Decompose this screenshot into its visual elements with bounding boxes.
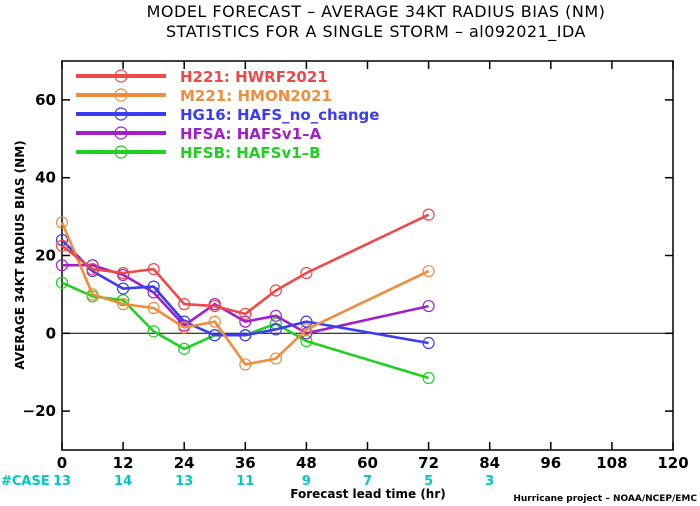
data-point <box>178 298 191 311</box>
data-point <box>269 352 282 365</box>
legend-label: HG16: HAFS_no_change <box>180 106 379 124</box>
chart-title-line2: STATISTICS FOR A SINGLE STORM – al092021… <box>166 22 586 42</box>
data-point <box>208 299 221 313</box>
y-tick-label: −20 <box>23 402 56 420</box>
data-point <box>55 233 69 247</box>
x-tick-label: 36 <box>235 454 256 472</box>
legend-label: HFSA: HAFSv1–A <box>180 125 322 143</box>
data-point <box>269 284 282 297</box>
data-point <box>178 342 191 355</box>
legend-label: H221: HWRF2021 <box>180 68 328 86</box>
credit-text: Hurricane project – NOAA/NCEP/EMC <box>513 494 697 504</box>
legend-label: M221: HMON2021 <box>180 87 332 105</box>
data-point <box>86 288 99 301</box>
x-tick-label: 60 <box>357 454 378 472</box>
legend-marker <box>114 126 128 140</box>
case-count: 13 <box>53 474 71 489</box>
data-point <box>208 315 221 328</box>
data-point <box>55 259 69 272</box>
x-axis-label: Forecast lead time (hr) <box>290 487 446 501</box>
data-point <box>55 216 69 229</box>
chart-title-line1: MODEL FORECAST – AVERAGE 34KT RADIUS BIA… <box>147 2 606 21</box>
case-count: 14 <box>114 474 132 489</box>
case-count: 9 <box>302 474 311 489</box>
x-tick-label: 84 <box>479 454 500 472</box>
legend-label: HFSB: HAFSv1–B <box>180 144 321 162</box>
y-axis-label: AVERAGE 34KT RADIUS BIAS (NM) <box>13 140 27 369</box>
y-tick-label: 20 <box>35 247 56 265</box>
y-tick-label: 0 <box>46 324 56 342</box>
legend-marker <box>114 107 128 121</box>
data-point <box>239 307 252 320</box>
data-point <box>208 329 221 342</box>
legend-marker <box>114 69 128 83</box>
data-point <box>239 315 252 328</box>
x-tick-label: 120 <box>657 454 688 472</box>
series-line <box>61 238 429 345</box>
x-tick-label: 96 <box>540 454 561 472</box>
y-tick-label: 40 <box>35 169 56 187</box>
data-point <box>147 325 160 338</box>
data-point <box>422 264 435 278</box>
data-point <box>300 315 313 328</box>
series-line <box>60 221 430 366</box>
series-line <box>61 213 430 316</box>
data-point <box>300 266 313 280</box>
x-tick-label: 108 <box>596 454 627 472</box>
data-point <box>422 336 435 350</box>
data-point <box>422 371 435 385</box>
case-count: 7 <box>363 474 372 489</box>
data-point <box>116 298 130 311</box>
data-point <box>147 301 160 315</box>
data-point <box>116 282 130 295</box>
x-tick-label: 0 <box>57 454 67 472</box>
case-count: 11 <box>236 474 254 489</box>
data-point <box>86 263 99 276</box>
y-tick-label: 60 <box>35 91 56 109</box>
data-point <box>116 294 130 307</box>
data-point <box>300 323 313 336</box>
case-count: 5 <box>424 474 433 489</box>
x-tick-label: 48 <box>296 454 317 472</box>
data-point <box>269 309 282 322</box>
data-point <box>300 334 313 348</box>
x-tick-label: 24 <box>174 454 195 472</box>
data-point <box>239 358 252 371</box>
legend-marker <box>114 88 128 102</box>
data-point <box>55 239 69 252</box>
legend-marker <box>114 145 128 159</box>
x-tick-label: 72 <box>418 454 439 472</box>
data-point <box>147 263 160 276</box>
case-label: #CASE <box>1 474 50 489</box>
case-count: 3 <box>485 474 494 489</box>
data-point <box>55 276 69 289</box>
case-count: 13 <box>175 474 193 489</box>
plot-area: −20 0 20 40 60 0 12 24 36 48 60 72 84 96 108 120 H221: H… <box>23 60 689 489</box>
data-point <box>269 323 282 336</box>
data-point <box>239 329 252 342</box>
x-tick-label: 12 <box>113 454 134 472</box>
data-point <box>422 299 435 313</box>
data-point <box>422 208 435 221</box>
data-point <box>147 280 160 293</box>
data-point <box>116 266 130 280</box>
data-point <box>178 321 191 334</box>
